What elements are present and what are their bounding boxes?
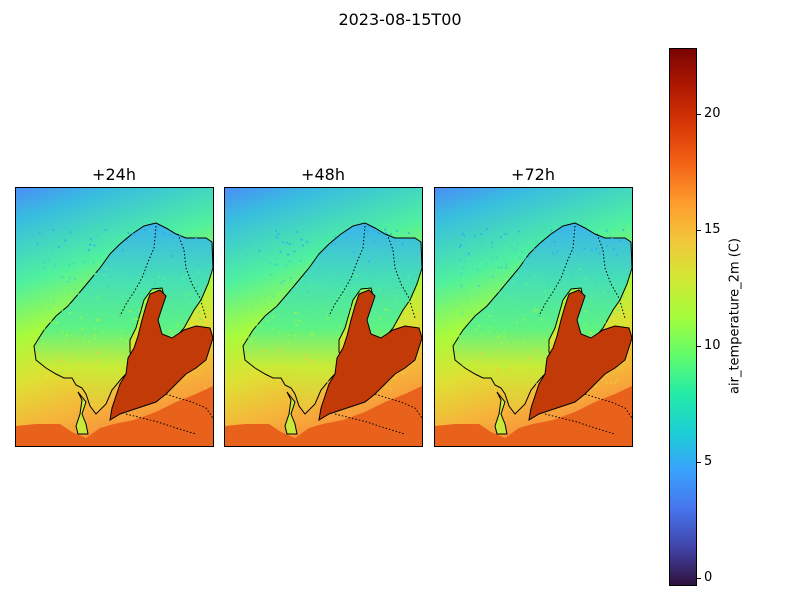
panel-title-48h: +48h bbox=[301, 165, 345, 184]
colorbar-tick-label: 20 bbox=[704, 106, 721, 121]
national-border bbox=[584, 393, 632, 419]
baltic-sea bbox=[318, 289, 422, 421]
national-border bbox=[328, 225, 366, 317]
colorbar-tick bbox=[696, 578, 701, 579]
baltic-sea bbox=[109, 289, 213, 421]
denmark-landmass bbox=[284, 391, 298, 435]
colorbar bbox=[669, 48, 697, 586]
map-panel-72h bbox=[434, 187, 633, 447]
national-border bbox=[334, 413, 406, 435]
map-panel-48h bbox=[224, 187, 423, 447]
map-panel-24h bbox=[15, 187, 214, 447]
continent-landmass bbox=[16, 386, 213, 446]
national-border bbox=[374, 393, 422, 419]
colorbar-tick-label: 0 bbox=[704, 570, 713, 585]
colorbar-tick bbox=[696, 462, 701, 463]
panel-title-72h: +72h bbox=[511, 165, 555, 184]
national-border bbox=[125, 413, 197, 435]
temperature-map bbox=[225, 188, 422, 446]
figure-title: 2023-08-15T00 bbox=[338, 10, 462, 29]
baltic-sea bbox=[528, 289, 632, 421]
colorbar-tick bbox=[696, 346, 701, 347]
colorbar-tick bbox=[696, 230, 701, 231]
national-border bbox=[544, 413, 616, 435]
national-border bbox=[119, 225, 157, 317]
national-border bbox=[596, 233, 626, 319]
temperature-map bbox=[435, 188, 632, 446]
continent-landmass bbox=[225, 386, 422, 446]
colorbar-tick bbox=[696, 114, 701, 115]
colorbar-tick-label: 10 bbox=[704, 338, 721, 353]
denmark-landmass bbox=[75, 391, 89, 435]
colorbar-label: air_temperature_2m (C) bbox=[727, 238, 743, 394]
temperature-map bbox=[16, 188, 213, 446]
national-border bbox=[165, 393, 213, 419]
continent-landmass bbox=[435, 386, 632, 446]
denmark-landmass bbox=[494, 391, 508, 435]
colorbar-tick-label: 15 bbox=[704, 222, 721, 237]
panel-title-24h: +24h bbox=[92, 165, 136, 184]
national-border bbox=[386, 233, 416, 319]
colorbar-tick-label: 5 bbox=[704, 454, 713, 469]
national-border bbox=[538, 225, 576, 317]
national-border bbox=[177, 233, 207, 319]
